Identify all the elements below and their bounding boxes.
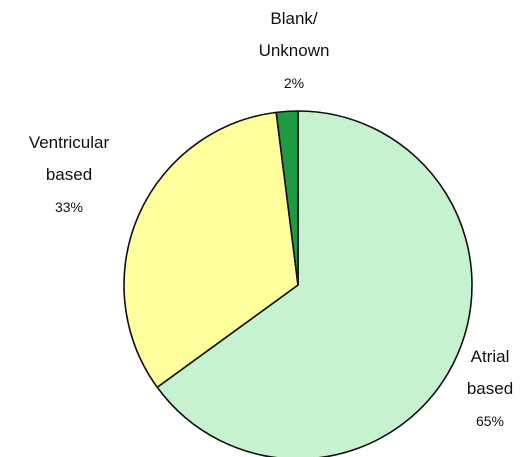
slice-percent-label: 33% xyxy=(55,199,83,215)
pie-slice-blank-unknown xyxy=(275,110,299,286)
slice-percent-label: 2% xyxy=(284,75,304,91)
slice-percent-label: 65% xyxy=(476,413,504,429)
pie-labels: Atrial based 65% Ventricular based 33% Blank/U… xyxy=(29,9,513,429)
slice-label-line: Atrial xyxy=(471,347,510,366)
pie-slice-ventricular-based xyxy=(123,111,299,389)
slice-label-line: Unknown xyxy=(259,41,330,60)
pie-slices xyxy=(123,110,473,457)
slice-label-line: Blank/ xyxy=(270,9,318,28)
slice-label-line: based xyxy=(46,165,92,184)
pie-slice-atrial-based xyxy=(156,110,473,457)
slice-label-line: Ventricular xyxy=(29,133,110,152)
slice-label-line: based xyxy=(467,379,513,398)
